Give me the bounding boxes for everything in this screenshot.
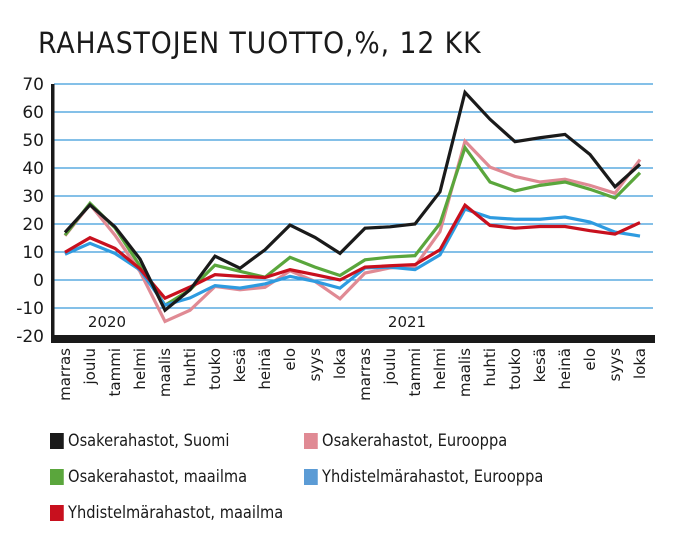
- legend-label: Osakerahastot, Suomi: [68, 431, 230, 451]
- year-label: 2020: [88, 313, 126, 331]
- legend-swatch: [50, 469, 64, 485]
- y-axis-ticks: 70 60 50 40 30 20 10 0 -10 -20: [16, 75, 44, 347]
- y-tick-label: 0: [33, 271, 44, 291]
- y-tick-label: -10: [16, 299, 44, 319]
- legend-label: Osakerahastot, Eurooppa: [322, 431, 508, 451]
- y-tick-label: 10: [22, 243, 44, 263]
- x-tick-label: maalis: [456, 348, 474, 397]
- x-tick-label: elo: [581, 348, 599, 371]
- series-lines: [63, 89, 642, 324]
- x-tick-label: tammi: [406, 348, 424, 396]
- legend-label: Yhdistelmärahastot, maailma: [68, 503, 284, 523]
- year-labels: 2020 2021: [88, 313, 426, 331]
- legend-swatch: [50, 505, 64, 521]
- x-tick-label: joulu: [81, 348, 99, 386]
- legend-item-osakerahastot-eurooppa: Osakerahastot, Eurooppa: [304, 431, 507, 451]
- x-tick-label: syys: [606, 348, 624, 382]
- series-line: [63, 137, 642, 324]
- y-axis-line: [51, 84, 55, 342]
- x-tick-label: loka: [631, 348, 649, 379]
- legend-swatch: [304, 433, 318, 449]
- y-tick-label: 40: [22, 159, 44, 179]
- legend-swatch: [50, 433, 64, 449]
- legend-label: Yhdistelmärahastot, Eurooppa: [322, 467, 544, 487]
- legend-label: Osakerahastot, maailma: [68, 467, 248, 487]
- legend-swatch: [304, 469, 318, 485]
- x-tick-label: helmi: [431, 348, 449, 390]
- x-tick-label: touko: [206, 348, 224, 390]
- y-tick-label: 70: [22, 75, 44, 95]
- x-tick-label: heinä: [556, 348, 574, 390]
- y-tick-label: 20: [22, 215, 44, 235]
- year-label: 2021: [388, 313, 426, 331]
- x-tick-label: kesä: [531, 348, 549, 382]
- x-tick-label: maalis: [156, 348, 174, 397]
- x-tick-label: marras: [356, 348, 374, 401]
- x-tick-label: marras: [56, 348, 74, 401]
- series-line: [63, 89, 642, 313]
- x-tick-label: helmi: [131, 348, 149, 390]
- legend-item-yhdistelmarahastot-eurooppa: Yhdistelmärahastot, Eurooppa: [304, 467, 543, 487]
- x-tick-label: syys: [306, 348, 324, 382]
- y-tick-label: -20: [16, 327, 44, 347]
- legend-item-osakerahastot-maailma: Osakerahastot, maailma: [50, 467, 247, 487]
- legend-item-yhdistelmarahastot-maailma: Yhdistelmärahastot, maailma: [50, 503, 283, 523]
- x-axis-bar: [51, 335, 655, 343]
- line-chart: 70 60 50 40 30 20 10 0 -10 -20 2020 2021 marras jou…: [16, 75, 655, 401]
- x-tick-label: heinä: [256, 348, 274, 390]
- x-tick-label: kesä: [231, 348, 249, 382]
- legend-item-osakerahastot-suomi: Osakerahastot, Suomi: [50, 431, 229, 451]
- series-line: [64, 202, 641, 301]
- x-tick-label: touko: [506, 348, 524, 390]
- x-tick-label: loka: [331, 348, 349, 379]
- x-tick-label: joulu: [381, 348, 399, 386]
- x-tick-label: huhti: [481, 348, 499, 387]
- x-tick-label: tammi: [106, 348, 124, 396]
- x-tick-label: huhti: [181, 348, 199, 387]
- chart-title: RAHASTOJEN TUOTTO,%, 12 KK: [38, 26, 482, 60]
- x-axis-ticks: marras joulu tammi helmi maalis huhti touko kes…: [56, 348, 649, 401]
- y-tick-label: 50: [22, 131, 44, 151]
- y-tick-label: 60: [22, 103, 44, 123]
- x-tick-label: elo: [281, 348, 299, 371]
- y-tick-label: 30: [22, 187, 44, 207]
- gridlines: [54, 83, 653, 309]
